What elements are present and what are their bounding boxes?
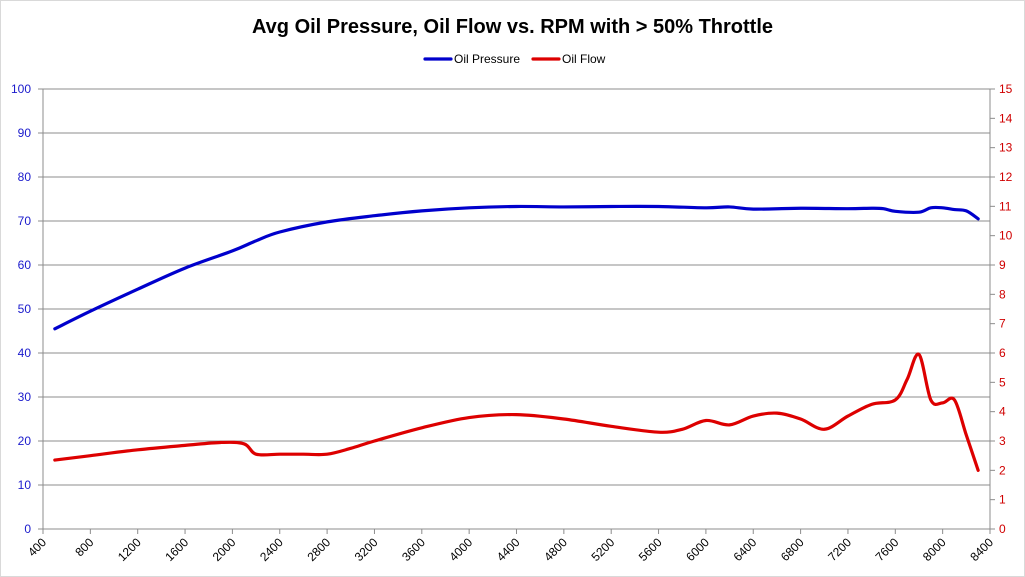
- x-tick-label: 2400: [257, 535, 286, 564]
- right-tick-label: 0: [999, 522, 1006, 536]
- x-tick-label: 8400: [967, 535, 996, 564]
- x-tick-label: 4800: [541, 535, 570, 564]
- x-tick-label: 1600: [162, 535, 191, 564]
- right-tick-label: 4: [999, 405, 1006, 419]
- x-tick-label: 7200: [825, 535, 854, 564]
- chart-title: Avg Oil Pressure, Oil Flow vs. RPM with …: [252, 16, 773, 38]
- gridlines: [43, 88, 990, 530]
- left-tick-label: 20: [18, 434, 32, 448]
- x-tick-label: 6000: [683, 535, 712, 564]
- right-tick-label: 5: [999, 375, 1006, 389]
- left-tick-label: 70: [18, 214, 32, 228]
- left-tick-label: 50: [18, 302, 32, 316]
- left-tick-label: 40: [18, 346, 32, 360]
- right-tick-label: 3: [999, 434, 1006, 448]
- x-tick-label: 2000: [210, 535, 239, 564]
- right-tick-label: 8: [999, 287, 1006, 301]
- right-tick-label: 13: [999, 141, 1013, 155]
- x-tick-label: 6400: [731, 535, 760, 564]
- right-tick-label: 14: [999, 111, 1013, 125]
- left-tick-label: 100: [11, 82, 31, 96]
- x-tick-label: 400: [25, 535, 49, 559]
- x-tick-label: 4000: [446, 535, 475, 564]
- left-tick-label: 10: [18, 478, 32, 492]
- x-tick-label: 1200: [115, 535, 144, 564]
- legend-label: Oil Flow: [562, 52, 606, 66]
- left-tick-label: 90: [18, 126, 32, 140]
- series-lines: [53, 204, 980, 472]
- right-tick-label: 10: [999, 229, 1013, 243]
- left-tick-label: 60: [18, 258, 32, 272]
- legend: Oil Pressure Oil Flow: [423, 52, 606, 66]
- right-tick-label: 12: [999, 170, 1013, 184]
- right-tick-label: 15: [999, 82, 1013, 96]
- x-tick-label: 3200: [352, 535, 381, 564]
- legend-label: Oil Pressure: [454, 52, 520, 66]
- series-line-oil-pressure: [53, 204, 980, 331]
- x-tick-label: 4400: [494, 535, 523, 564]
- x-tick-label: 3600: [399, 535, 428, 564]
- x-axis-ticks: 400 800 1200 1600 2000 2400 2800 3200 3600 4000 44…: [25, 529, 996, 564]
- x-tick-label: 2800: [304, 535, 333, 564]
- right-tick-label: 7: [999, 317, 1006, 331]
- right-tick-label: 6: [999, 346, 1006, 360]
- x-tick-label: 8000: [920, 535, 949, 564]
- x-tick-label: 7600: [873, 535, 902, 564]
- left-axis-ticks: 0 10 20 30 40 50 60 70 80 90 100: [11, 82, 43, 536]
- x-tick-label: 5600: [636, 535, 665, 564]
- left-tick-label: 80: [18, 170, 32, 184]
- series-line-oil-flow: [53, 352, 980, 472]
- x-tick-label: 800: [72, 535, 96, 559]
- x-tick-label: 5200: [589, 535, 618, 564]
- right-tick-label: 2: [999, 463, 1006, 477]
- right-tick-label: 9: [999, 258, 1006, 272]
- right-tick-label: 11: [999, 199, 1012, 213]
- left-tick-label: 0: [24, 522, 31, 536]
- x-tick-label: 6800: [778, 535, 807, 564]
- right-tick-label: 1: [999, 493, 1006, 507]
- left-tick-label: 30: [18, 390, 32, 404]
